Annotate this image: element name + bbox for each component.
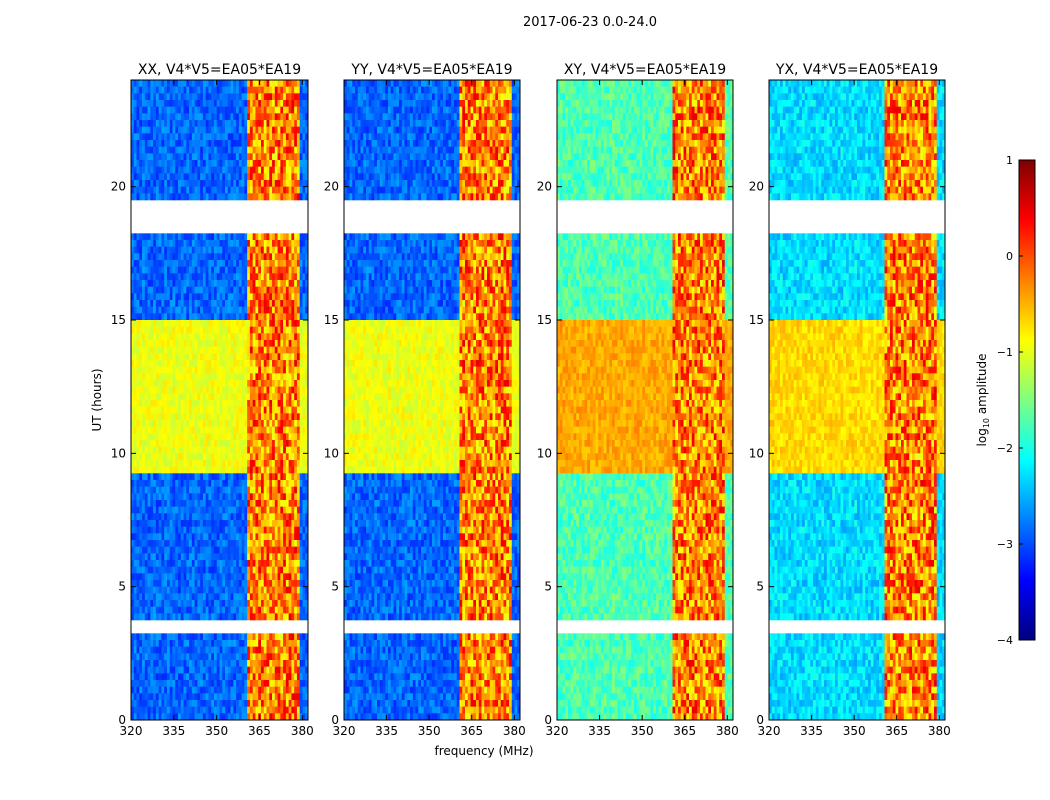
panel-2-heatmap (344, 80, 520, 720)
colorbar-label-rest: amplitude (975, 354, 989, 418)
panel-1-title: XX, V4*V5=EA05*EA19 (138, 62, 301, 78)
y-tick-label: 0 (118, 713, 126, 727)
colorbar-label-main: log (975, 428, 989, 446)
y-tick-label: 20 (749, 180, 764, 194)
colorbar-tick-label: −2 (997, 442, 1013, 455)
y-axis-label: UT (hours) (90, 368, 104, 431)
y-tick-label: 0 (331, 713, 339, 727)
x-tick-label: 380 (291, 724, 314, 738)
x-tick-label: 320 (758, 724, 781, 738)
panel-1: XX, V4*V5=EA05*EA19 320 335 350 365 380 0 5 10 15… (111, 62, 314, 738)
colorbar-tick-label: 1 (1006, 154, 1013, 167)
y-tick-label: 5 (331, 580, 339, 594)
y-tick-label: 15 (111, 313, 126, 327)
panel-1-heatmap (131, 80, 308, 720)
colorbar-ticks: 1 0 −1 −2 −3 −4 (997, 154, 1023, 647)
colorbar-tick-label: −3 (997, 538, 1013, 551)
y-tick-label: 20 (537, 180, 552, 194)
y-tick-label: 5 (544, 580, 552, 594)
y-tick-label: 10 (324, 446, 339, 460)
x-tick-label: 350 (205, 724, 228, 738)
y-tick-label: 15 (749, 313, 764, 327)
y-tick-label: 5 (756, 580, 764, 594)
x-tick-label: 335 (375, 724, 398, 738)
y-tick-label: 5 (118, 580, 126, 594)
colorbar-tick-label: −1 (997, 346, 1013, 359)
colorbar-label-subscript: 10 (982, 418, 991, 428)
x-tick-label: 380 (716, 724, 739, 738)
panel-2-title: YY, V4*V5=EA05*EA19 (350, 62, 512, 78)
panel-3-frame (556, 79, 734, 721)
y-tick-label: 10 (537, 446, 552, 460)
x-tick-label: 365 (460, 724, 483, 738)
y-tick-label: 20 (111, 180, 126, 194)
panel-4-title: YX, V4*V5=EA05*EA19 (775, 62, 938, 78)
x-axis-label: frequency (MHz) (434, 744, 533, 758)
panel-3-title: XY, V4*V5=EA05*EA19 (564, 62, 726, 78)
y-tick-label: 0 (544, 713, 552, 727)
x-tick-label: 365 (248, 724, 271, 738)
panel-2-frame (343, 79, 521, 721)
colorbar-tick-label: 0 (1006, 250, 1013, 263)
x-tick-label: 320 (120, 724, 143, 738)
x-tick-label: 380 (503, 724, 526, 738)
x-tick-label: 320 (546, 724, 569, 738)
colorbar-label: log10 amplitude (975, 354, 991, 447)
panel-4-frame (768, 79, 946, 721)
x-tick-label: 350 (843, 724, 866, 738)
x-tick-label: 365 (673, 724, 696, 738)
panel-4-heatmap (769, 80, 945, 720)
x-tick-label: 335 (162, 724, 185, 738)
x-tick-label: 320 (333, 724, 356, 738)
panel-1-frame (130, 79, 309, 721)
suptitle: 2017-06-23 0.0-24.0 (523, 15, 657, 30)
y-tick-label: 10 (111, 446, 126, 460)
x-tick-label: 380 (928, 724, 951, 738)
colorbar-gradient (1018, 159, 1036, 641)
y-tick-label: 0 (756, 713, 764, 727)
panel-3: XY, V4*V5=EA05*EA19 320 335 350 365 380 0 5 10 15… (537, 62, 739, 738)
panel-2: YY, V4*V5=EA05*EA19 320 335 350 365 380 0 5 10 15… (324, 62, 526, 738)
x-tick-label: 335 (800, 724, 823, 738)
x-tick-label: 350 (418, 724, 441, 738)
x-tick-label: 365 (885, 724, 908, 738)
panel-3-heatmap (557, 80, 733, 720)
x-tick-label: 350 (631, 724, 654, 738)
x-tick-label: 335 (588, 724, 611, 738)
panel-4: YX, V4*V5=EA05*EA19 320 335 350 365 380 0 5 10 15… (749, 62, 951, 738)
y-tick-label: 20 (324, 180, 339, 194)
colorbar-tick-label: −4 (997, 634, 1013, 647)
y-tick-label: 15 (324, 313, 339, 327)
y-tick-label: 15 (537, 313, 552, 327)
panels: XX, V4*V5=EA05*EA19 320 335 350 365 380 0 5 10 15… (111, 62, 951, 738)
colorbar: 10−1−2−3−4 log10 amplitude (975, 154, 1036, 647)
y-tick-label: 10 (749, 446, 764, 460)
